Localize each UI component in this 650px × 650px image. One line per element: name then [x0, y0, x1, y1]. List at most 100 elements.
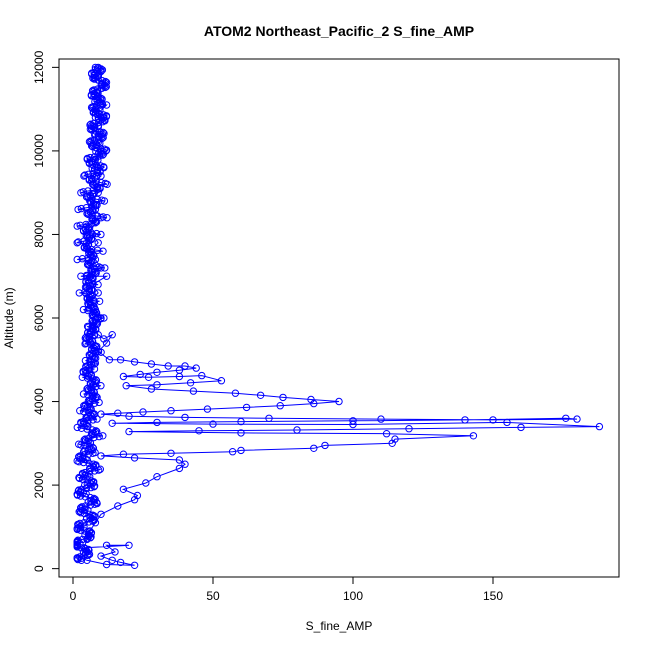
y-tick-label: 2000 [32, 471, 46, 498]
data-point [349, 420, 357, 429]
data-point [86, 153, 94, 162]
data-point [517, 423, 525, 432]
data-point [78, 255, 87, 263]
data-point [293, 426, 301, 434]
data-point [573, 415, 581, 423]
y-tick-label: 6000 [32, 304, 46, 331]
data-point [100, 129, 108, 138]
data-point [382, 430, 391, 438]
data-point [198, 371, 206, 380]
data-point [130, 358, 139, 366]
chart-title: ATOM2 Northeast_Pacific_2 S_fine_AMP [204, 23, 474, 39]
data-point [75, 289, 84, 297]
data-point [130, 561, 139, 569]
data-point [89, 102, 97, 111]
data-point [76, 452, 84, 460]
data-point [101, 179, 110, 188]
data-point [388, 439, 396, 447]
x-tick-label: 50 [206, 589, 220, 603]
data-point [181, 362, 189, 370]
data-point [87, 266, 95, 275]
data-point [87, 120, 95, 128]
data-point [77, 504, 85, 512]
data-point [102, 560, 111, 569]
data-point [116, 558, 125, 567]
data-point [83, 385, 91, 393]
data-point [237, 429, 245, 437]
data-point [99, 247, 107, 255]
x-tick-label: 0 [70, 589, 77, 603]
data-point [88, 215, 96, 224]
data-point [181, 413, 189, 422]
data-point [119, 450, 128, 458]
data-point [108, 556, 116, 564]
data-point [77, 204, 86, 213]
data-point [231, 389, 240, 397]
data-point [503, 418, 511, 427]
data-point [142, 479, 150, 487]
y-axis: 0 2000 4000 6000 8000 10000 12000 [32, 50, 60, 572]
data-point [82, 204, 91, 212]
data-point [76, 519, 84, 528]
data-point [81, 493, 90, 501]
data-point [102, 541, 111, 549]
data-point [90, 153, 99, 161]
data-point [217, 377, 226, 385]
data-point [97, 230, 105, 239]
data-point [84, 170, 93, 179]
data-point [85, 510, 93, 518]
data-point [189, 387, 198, 395]
data-point [90, 86, 98, 94]
data-point [83, 322, 92, 331]
data-point [310, 444, 318, 452]
data-point [82, 220, 90, 229]
data-point [90, 494, 98, 503]
data-point [80, 519, 88, 527]
data-point [75, 440, 83, 448]
data-point [144, 373, 153, 381]
data-point [100, 314, 108, 322]
data-point [90, 516, 98, 524]
data-point [119, 372, 128, 381]
data-point [87, 219, 96, 228]
data-point [73, 423, 82, 432]
data-point [256, 391, 265, 399]
data-point [84, 323, 93, 331]
data-point [93, 85, 102, 93]
data-point [97, 382, 105, 390]
y-tick-label: 10000 [32, 134, 46, 168]
y-tick-label: 4000 [32, 388, 46, 415]
data-point [81, 435, 89, 443]
data-point [80, 172, 88, 180]
data-point [96, 144, 105, 153]
data-point [114, 409, 122, 417]
data-point [111, 548, 119, 556]
data-point [87, 477, 96, 485]
data-point [84, 276, 92, 285]
data-point [147, 385, 156, 393]
data-point [93, 427, 101, 436]
data-point [98, 95, 106, 103]
data-point [80, 436, 88, 444]
data-point [349, 417, 357, 425]
data-point [81, 356, 90, 365]
data-point [95, 263, 103, 271]
data-point [81, 171, 89, 179]
data-point [153, 381, 161, 389]
data-point [92, 105, 100, 113]
data-point [82, 271, 91, 280]
data-point [122, 382, 130, 390]
y-axis-label: Altitude (m) [2, 287, 16, 348]
data-point [76, 407, 84, 415]
data-point [562, 414, 570, 422]
data-point [90, 119, 98, 128]
data-point [77, 272, 85, 280]
data-point [100, 111, 108, 119]
data-point [91, 182, 99, 190]
data-point [139, 408, 147, 416]
data-point [88, 426, 97, 434]
data-point [167, 449, 175, 457]
data-point [186, 379, 195, 387]
data-point [79, 475, 87, 483]
data-point [86, 443, 94, 451]
